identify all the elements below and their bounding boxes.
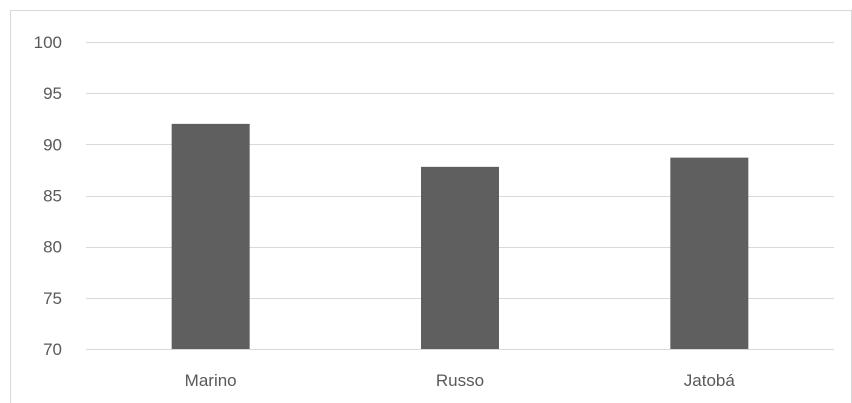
y-tick-label: 95 <box>43 84 62 103</box>
bar-marino <box>171 123 250 349</box>
x-axis-category-labels: Marino Russo Jatobá <box>185 371 736 390</box>
y-tick-label: 90 <box>43 135 62 154</box>
bar-russo <box>421 166 499 349</box>
x-category-label: Jatobá <box>684 371 736 390</box>
y-tick-label: 85 <box>43 187 62 206</box>
y-tick-label: 80 <box>43 238 62 257</box>
y-tick-label: 70 <box>43 340 62 359</box>
y-tick-label: 100 <box>34 33 62 52</box>
bars <box>171 123 749 349</box>
x-category-label: Marino <box>185 371 237 390</box>
x-category-label: Russo <box>436 371 484 390</box>
bar-jatoba <box>670 157 749 349</box>
y-axis-tick-labels: 70 75 80 85 90 95 100 <box>34 33 62 359</box>
y-tick-label: 75 <box>43 289 62 308</box>
